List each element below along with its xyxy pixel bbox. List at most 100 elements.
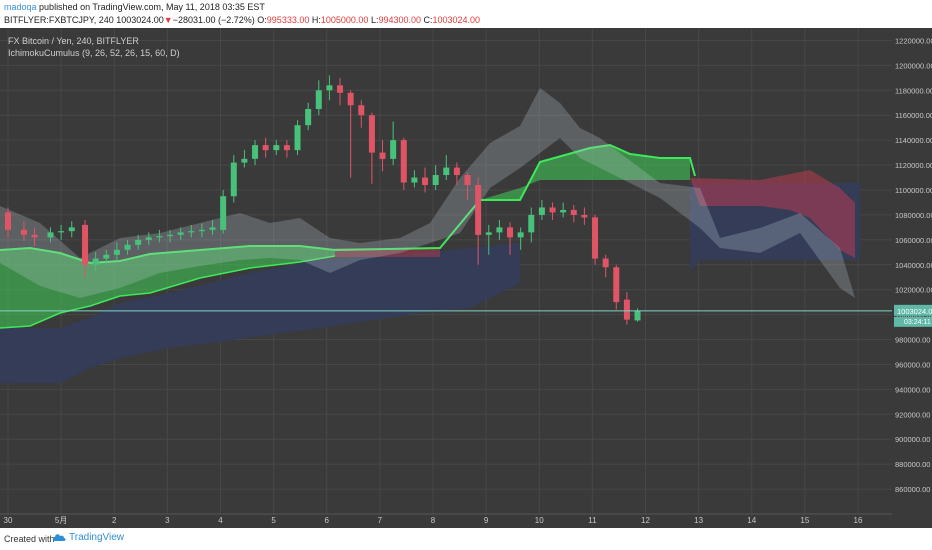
candle-body [347, 92, 354, 106]
x-tick-label: 10 [535, 516, 544, 525]
x-tick-label: 30 [4, 516, 13, 525]
cloud-icon [52, 534, 66, 541]
x-tick-label: 11 [588, 516, 597, 525]
y-tick-label: 1220000.00 [895, 36, 932, 45]
candle-body [358, 105, 365, 116]
y-tick-label: 1100000.00 [895, 186, 932, 195]
candle-body [613, 267, 620, 303]
x-tick-label: 3 [165, 516, 170, 525]
brand-name: TradingView [69, 532, 125, 543]
high-value: 1005000.00 [320, 15, 369, 25]
navy-cloud [0, 183, 860, 383]
y-tick-label: 920000.00 [895, 410, 930, 419]
y-axis-bg [892, 28, 932, 528]
candle-body [507, 227, 514, 238]
y-tick-label: 1160000.00 [895, 111, 932, 120]
change-value: −28031.00 (−2.72%) [172, 15, 255, 25]
x-tick-label: 6 [325, 516, 330, 525]
candle-body [517, 232, 524, 238]
candle-body [411, 177, 418, 183]
y-tick-label: 1080000.00 [895, 211, 932, 220]
y-tick-label: 880000.00 [895, 460, 930, 469]
candle-body [145, 237, 152, 240]
y-tick-label: 1200000.00 [895, 61, 932, 70]
chart-legend: FX Bitcoin / Yen, 240, BITFLYER Ichimoku… [8, 35, 180, 59]
candle-body [262, 145, 269, 151]
last-price-tag-text: 1003024.00 [897, 307, 932, 316]
candle-body [602, 258, 609, 268]
candle-body [156, 236, 163, 238]
candle-body [177, 232, 184, 235]
candle-body [135, 239, 142, 245]
candle-body [496, 227, 503, 233]
x-tick-label: 7 [378, 516, 383, 525]
candle-body [252, 145, 259, 159]
open-label: O: [257, 15, 267, 25]
y-tick-label: 860000.00 [895, 485, 930, 494]
x-tick-label: 13 [694, 516, 703, 525]
high-label: H: [311, 15, 321, 25]
x-axis[interactable]: 30 5月 2 3 4 5 6 7 8 9 10 11 12 13 14 15 16 [0, 513, 932, 528]
x-tick-label: 5月 [55, 516, 67, 525]
red-cloud-future [690, 170, 855, 258]
y-tick-label: 980000.00 [895, 336, 930, 345]
low-value: 994300.00 [378, 15, 421, 25]
x-tick-label: 15 [800, 516, 809, 525]
x-tick-label: 4 [218, 516, 223, 525]
candle-body [570, 209, 577, 215]
green-cloud-right [440, 145, 690, 248]
candle-body [538, 207, 545, 215]
candle-body [390, 140, 397, 159]
countdown-tag [894, 316, 932, 327]
y-tick-label: 1120000.00 [895, 161, 932, 170]
series-title: FX Bitcoin / Yen, 240, BITFLYER [8, 36, 139, 46]
y-tick-label: 1060000.00 [895, 236, 932, 245]
y-tick-label: 1180000.00 [895, 86, 932, 95]
price-tag: 1003024.00 03:24:11 [894, 304, 932, 327]
candle-body [283, 145, 290, 151]
down-arrow-icon: ▼ [163, 15, 173, 25]
y-tick-label: 960000.00 [895, 360, 930, 369]
candle-body [82, 224, 89, 265]
candle-body [113, 249, 120, 255]
indicator-title[interactable]: IchimokuCumulus (9, 26, 52, 26, 15, 60, … [8, 48, 180, 58]
candle-body [315, 90, 322, 109]
candle-body [592, 217, 599, 259]
candle-body [188, 231, 195, 233]
x-tick-label: 16 [854, 516, 863, 525]
candle-body [475, 185, 482, 235]
open-value: 995333.00 [266, 15, 310, 25]
price-chart[interactable]: 860000.00 880000.00 900000.00 920000.00 9400… [0, 28, 932, 528]
author-link[interactable]: madoqa [4, 2, 37, 12]
candle-body [581, 214, 588, 218]
footer: Created with TradingView [0, 528, 932, 550]
candle-body [432, 175, 439, 186]
symbol-info: BITFLYER:FXBTCJPY, 240 1003024.00 [4, 15, 164, 25]
candle-body [464, 175, 471, 186]
candle-body [68, 227, 75, 232]
y-tick-label: 1140000.00 [895, 136, 932, 145]
candle-body [5, 212, 11, 230]
y-axis[interactable]: 860000.00 880000.00 900000.00 920000.00 9400… [892, 28, 932, 528]
countdown-text: 03:24:11 [904, 319, 931, 326]
candle-body [198, 229, 205, 232]
candle-body [294, 125, 301, 151]
candle-body [528, 214, 535, 233]
candle-body [209, 227, 216, 230]
tradingview-logo[interactable]: TradingView [52, 532, 124, 543]
symbol-line: BITFLYER:FXBTCJPY, 240 1003024.00▼−28031… [4, 15, 480, 25]
x-tick-label: 14 [747, 516, 756, 525]
x-tick-label: 9 [484, 516, 489, 525]
published-text: published on TradingView.com, May 11, 20… [39, 2, 265, 12]
candle-body [273, 145, 280, 151]
last-price-tag [894, 304, 932, 316]
x-axis-bg [0, 514, 932, 528]
x-tick-label: 8 [431, 516, 436, 525]
created-with-text: Created with [4, 534, 55, 544]
candle-body [124, 244, 131, 250]
y-tick-label: 940000.00 [895, 385, 930, 394]
publish-header: madoqa published on TradingView.com, May… [0, 0, 932, 28]
y-tick-label: 1040000.00 [895, 261, 932, 270]
senkou-b-line [0, 255, 336, 329]
close-label: C: [423, 15, 433, 25]
